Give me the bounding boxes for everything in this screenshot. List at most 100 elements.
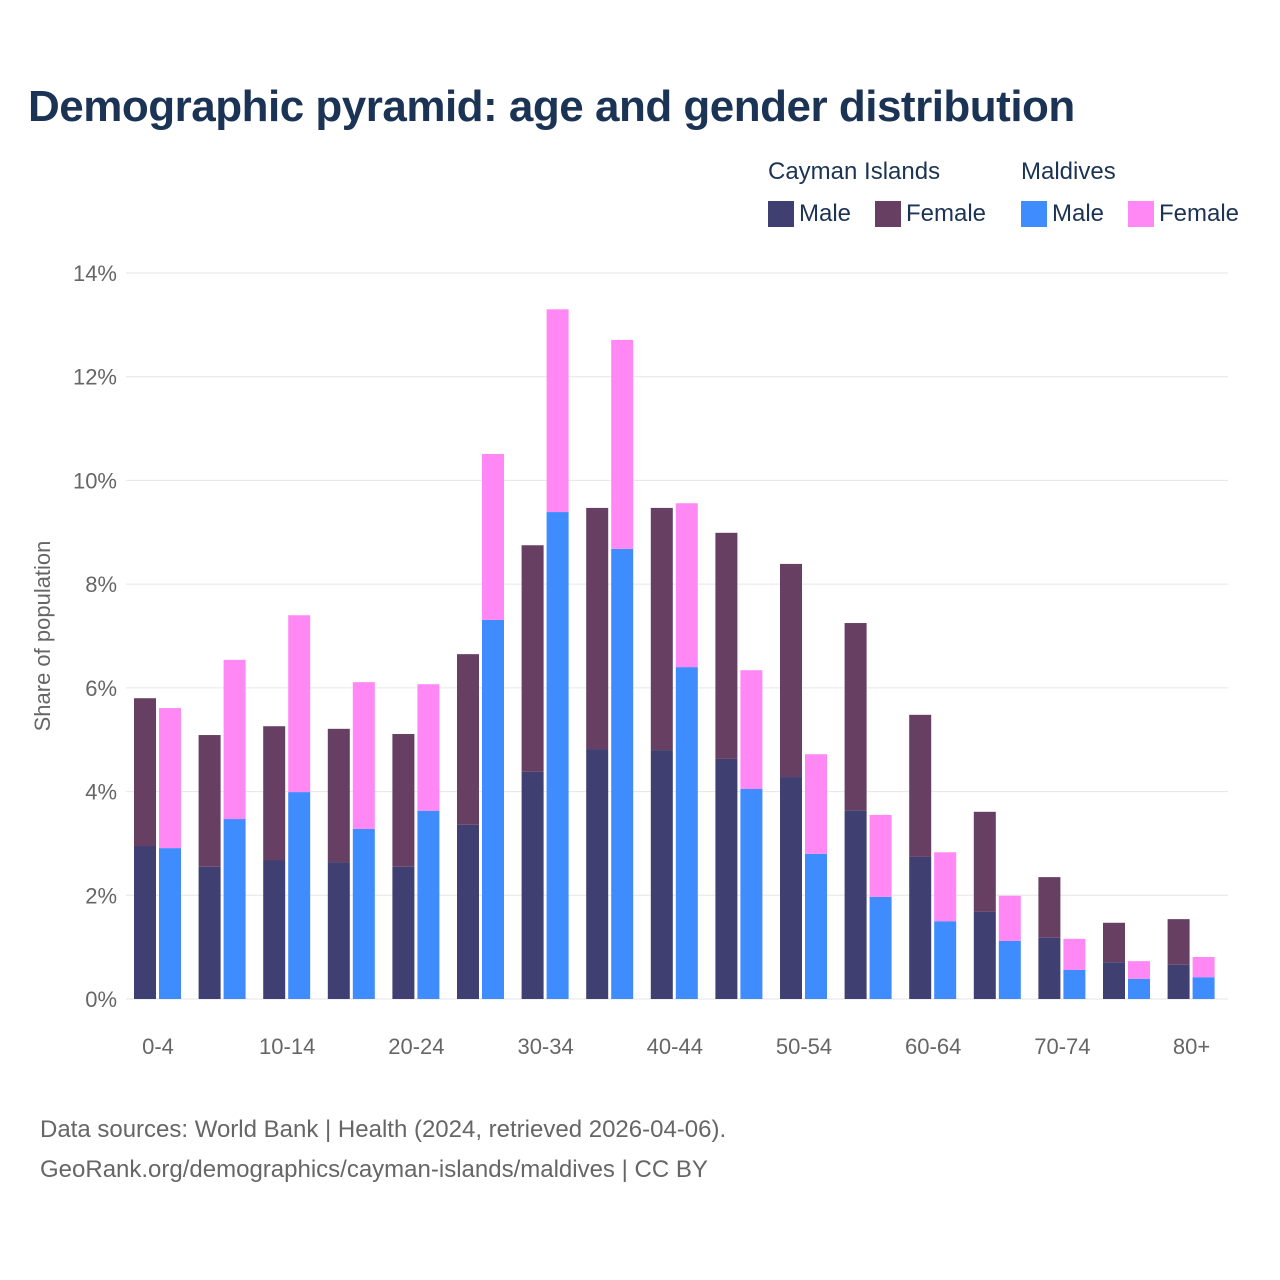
bar-maldives-male-75-79 — [1128, 978, 1150, 999]
legend-swatch — [768, 201, 794, 227]
bar-cayman-islands-male-75-79 — [1103, 962, 1125, 999]
y-tick-label: 6% — [85, 676, 117, 701]
legend-swatch — [875, 201, 901, 227]
bar-cayman-islands-male-45-49 — [715, 758, 738, 999]
x-tick-label: 0-4 — [142, 1034, 174, 1059]
bar-cayman-islands-female-40-44 — [650, 507, 673, 751]
bar-maldives-male-65-69 — [998, 940, 1021, 999]
bar-cayman-islands-female-75-79 — [1103, 922, 1125, 963]
x-tick-label: 30-34 — [517, 1034, 573, 1059]
bar-maldives-male-5-9 — [223, 819, 246, 999]
bar-maldives-male-80+ — [1192, 977, 1215, 999]
bar-maldives-female-75-79 — [1128, 961, 1150, 979]
legend-maldives-female: Female — [1128, 200, 1239, 228]
y-tick-label: 0% — [85, 987, 117, 1012]
bar-cayman-islands-male-55-59 — [844, 810, 867, 999]
bar-cayman-islands-female-35-39 — [586, 507, 609, 750]
bar-cayman-islands-female-50-54 — [780, 563, 802, 778]
legend-group-cayman: Cayman Islands — [768, 158, 941, 185]
bar-maldives-male-60-64 — [934, 921, 957, 999]
bar-cayman-islands-male-25-29 — [457, 824, 479, 999]
bar-maldives-male-70-74 — [1063, 969, 1086, 999]
bar-maldives-male-30-34 — [546, 512, 569, 999]
bar-cayman-islands-male-65-69 — [973, 911, 996, 999]
bar-cayman-islands-male-10-14 — [263, 860, 286, 999]
bar-maldives-female-40-44 — [675, 503, 698, 668]
bar-cayman-islands-male-20-24 — [392, 866, 415, 999]
legend-label: Male — [1052, 200, 1105, 227]
y-tick-label: 4% — [85, 780, 117, 805]
bar-cayman-islands-male-30-34 — [521, 771, 544, 999]
footer-sources: Data sources: World Bank | Health (2024,… — [40, 1116, 727, 1143]
x-tick-label: 40-44 — [647, 1034, 703, 1059]
bar-maldives-male-45-49 — [740, 788, 763, 999]
bar-cayman-islands-female-70-74 — [1038, 877, 1061, 938]
bar-cayman-islands-female-20-24 — [392, 734, 415, 867]
legend-maldives-male: Male — [1021, 200, 1104, 228]
bar-maldives-female-5-9 — [223, 659, 246, 820]
y-tick-label: 8% — [85, 572, 117, 597]
legend-swatch — [1021, 201, 1047, 227]
bar-maldives-male-10-14 — [288, 792, 311, 999]
legend-cayman-male: Male — [768, 200, 851, 228]
bar-maldives-male-40-44 — [675, 667, 698, 999]
bar-maldives-female-60-64 — [934, 852, 957, 922]
bar-cayman-islands-female-25-29 — [457, 654, 479, 825]
bar-cayman-islands-female-15-19 — [327, 728, 350, 863]
bar-maldives-female-20-24 — [417, 684, 440, 811]
bar-cayman-islands-female-60-64 — [909, 714, 932, 857]
footer-link: GeoRank.org/demographics/cayman-islands/… — [40, 1156, 708, 1183]
x-tick-label: 70-74 — [1034, 1034, 1090, 1059]
bar-maldives-female-35-39 — [611, 339, 634, 549]
bar-maldives-female-10-14 — [288, 615, 311, 793]
bar-cayman-islands-male-5-9 — [198, 866, 221, 999]
bar-cayman-islands-female-0-4 — [134, 698, 156, 847]
bar-maldives-female-15-19 — [352, 682, 375, 829]
bar-cayman-islands-male-35-39 — [586, 749, 609, 999]
bar-maldives-female-80+ — [1192, 956, 1215, 978]
bar-maldives-female-0-4 — [159, 708, 181, 849]
bar-maldives-male-20-24 — [417, 810, 440, 999]
bar-maldives-female-55-59 — [869, 814, 892, 897]
bar-maldives-female-45-49 — [740, 670, 763, 789]
y-tick-label: 10% — [73, 468, 117, 493]
bar-cayman-islands-male-70-74 — [1038, 937, 1061, 999]
bar-cayman-islands-female-65-69 — [973, 811, 996, 912]
bar-maldives-female-65-69 — [998, 895, 1021, 941]
bar-maldives-female-70-74 — [1063, 938, 1086, 970]
x-tick-label: 50-54 — [776, 1034, 832, 1059]
bar-maldives-female-30-34 — [546, 309, 569, 513]
bar-maldives-male-55-59 — [869, 896, 892, 999]
bar-cayman-islands-male-40-44 — [650, 750, 673, 999]
legend-swatch — [1128, 201, 1154, 227]
bar-cayman-islands-female-55-59 — [844, 623, 867, 811]
y-axis-label: Share of population — [30, 541, 55, 732]
x-tick-label: 60-64 — [905, 1034, 961, 1059]
bar-maldives-male-15-19 — [352, 828, 375, 999]
bar-cayman-islands-male-50-54 — [780, 777, 802, 999]
bar-cayman-islands-female-5-9 — [198, 735, 221, 867]
bar-cayman-islands-female-45-49 — [715, 532, 738, 759]
bar-maldives-female-25-29 — [482, 453, 504, 620]
bar-maldives-male-25-29 — [482, 619, 504, 999]
bar-maldives-male-0-4 — [159, 848, 181, 999]
bar-cayman-islands-female-10-14 — [263, 726, 286, 861]
bar-maldives-male-50-54 — [805, 853, 827, 999]
legend-group-maldives: Maldives — [1021, 158, 1116, 185]
legend-label: Male — [799, 200, 852, 227]
chart-title: Demographic pyramid: age and gender dist… — [28, 82, 1075, 131]
y-tick-label: 12% — [73, 365, 117, 390]
bar-cayman-islands-female-80+ — [1167, 919, 1190, 965]
bar-cayman-islands-male-15-19 — [327, 862, 350, 999]
bar-cayman-islands-female-30-34 — [521, 545, 544, 772]
y-tick-label: 14% — [73, 261, 117, 286]
legend-cayman-female: Female — [875, 200, 986, 228]
legend-label: Female — [906, 200, 987, 227]
x-tick-label: 20-24 — [388, 1034, 444, 1059]
x-tick-label: 80+ — [1173, 1034, 1210, 1059]
x-tick-label: 10-14 — [259, 1034, 315, 1059]
y-tick-label: 2% — [85, 883, 117, 908]
bar-cayman-islands-male-60-64 — [909, 856, 932, 999]
legend-label: Female — [1159, 200, 1240, 227]
